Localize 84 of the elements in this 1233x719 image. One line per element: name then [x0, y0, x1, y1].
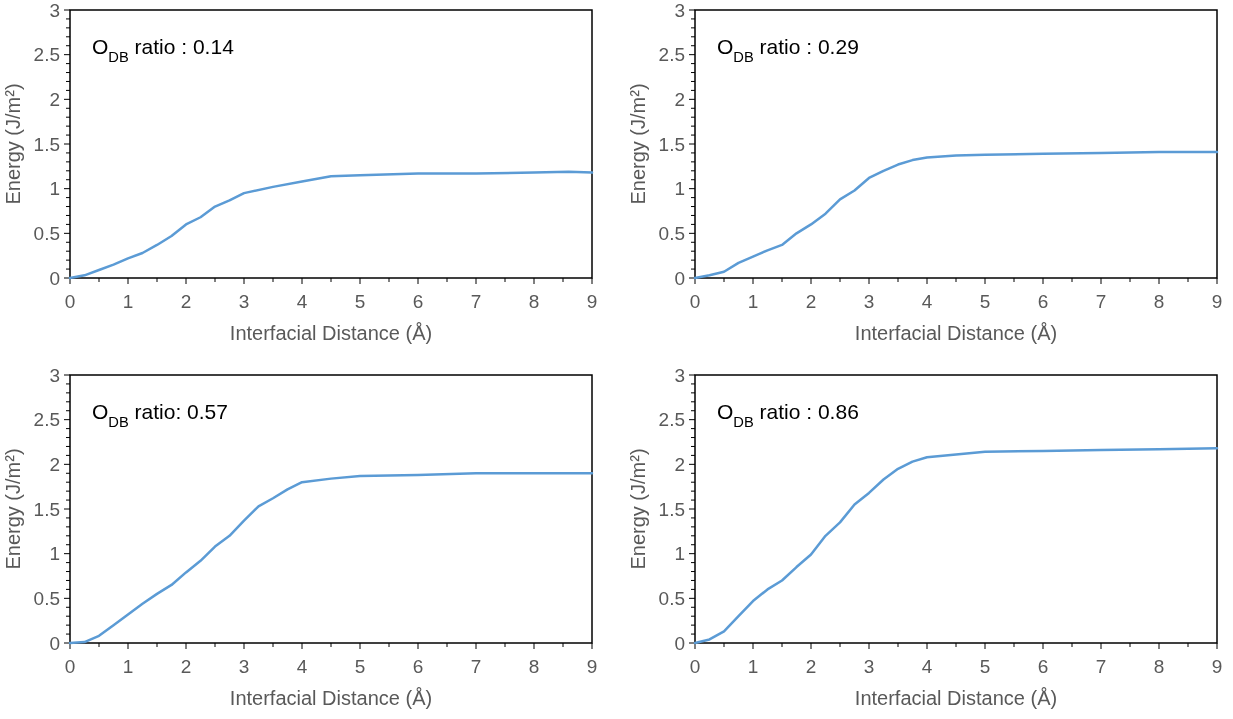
x-tick-label: 5: [979, 656, 991, 677]
x-tick-label: 8: [1153, 656, 1165, 677]
y-tick-label: 1.5: [33, 133, 60, 155]
x-tick-label: 2: [180, 656, 192, 677]
x-tick-label: 5: [354, 291, 366, 312]
y-tick-label: 0.5: [33, 587, 60, 609]
x-tick-label: 1: [122, 656, 134, 677]
y-tick-label: 1.5: [33, 498, 60, 520]
y-axis-title: Energy (J/m²): [2, 83, 24, 205]
x-tick-label: 3: [238, 656, 250, 677]
y-tick-label: 2.5: [658, 409, 685, 431]
y-tick-label: 2.5: [33, 409, 60, 431]
y-tick-label: 0.5: [33, 222, 60, 244]
x-tick-label: 6: [1037, 291, 1049, 312]
x-tick-label: 7: [1095, 656, 1107, 677]
annotation: O$_{DB}$ ratio : 0.86: [717, 400, 859, 430]
x-tick-label: 3: [238, 291, 250, 312]
line-series: [693, 447, 1219, 645]
y-tick-label: 1: [674, 543, 685, 565]
x-tick-label: 2: [180, 291, 192, 312]
x-axis-title: Interfacial Distance (Å): [229, 687, 433, 709]
x-tick-label: 0: [64, 291, 76, 312]
x-tick-label: 6: [1037, 656, 1049, 677]
x-tick-label: 8: [528, 656, 540, 677]
y-tick-label: 1: [674, 178, 685, 200]
y-tick-label: 3: [49, 0, 60, 21]
y-axis-title: Energy (J/m²): [2, 448, 24, 570]
y-tick-label: 0: [674, 632, 685, 654]
y-tick-label: 1.5: [658, 133, 685, 155]
x-axis-title: Interfacial Distance (Å): [854, 322, 1058, 344]
x-tick-label: 4: [921, 656, 933, 677]
y-tick-label: 0: [49, 267, 60, 289]
x-tick-label: 1: [747, 656, 759, 677]
y-axis-title: Energy (J/m²): [627, 448, 649, 570]
x-tick-label: 4: [296, 656, 308, 677]
annotation: O$_{DB}$ ratio : 0.29: [717, 35, 859, 65]
y-tick-label: 3: [674, 0, 685, 21]
x-tick-label: 1: [747, 291, 759, 312]
x-tick-label: 0: [689, 656, 701, 677]
x-tick-label: 0: [689, 291, 701, 312]
x-tick-label: 9: [1211, 291, 1223, 312]
x-tick-label: 0: [64, 656, 76, 677]
annotation: O$_{DB}$ ratio: 0.57: [92, 400, 228, 430]
x-tick-label: 3: [863, 656, 875, 677]
y-tick-label: 2: [674, 88, 685, 110]
y-tick-label: 2.5: [33, 44, 60, 66]
x-tick-label: 8: [528, 291, 540, 312]
line-series: [68, 170, 594, 280]
x-tick-label: 4: [921, 291, 933, 312]
x-tick-label: 9: [586, 291, 598, 312]
y-tick-label: 1: [49, 178, 60, 200]
x-axis-title: Interfacial Distance (Å): [854, 687, 1058, 709]
x-tick-label: 7: [470, 291, 482, 312]
y-tick-label: 3: [674, 364, 685, 386]
x-tick-label: 5: [354, 656, 366, 677]
x-tick-label: 5: [979, 291, 991, 312]
x-tick-label: 6: [412, 291, 424, 312]
x-tick-label: 7: [1095, 291, 1107, 312]
x-tick-label: 7: [470, 656, 482, 677]
y-tick-label: 1.5: [658, 498, 685, 520]
y-tick-label: 0.5: [658, 587, 685, 609]
y-tick-label: 2: [49, 88, 60, 110]
x-axis-title: Interfacial Distance (Å): [229, 322, 433, 344]
y-tick-label: 0.5: [658, 222, 685, 244]
y-tick-label: 3: [49, 364, 60, 386]
x-tick-label: 3: [863, 291, 875, 312]
x-tick-label: 9: [1211, 656, 1223, 677]
line-series: [68, 472, 594, 645]
y-tick-label: 0: [674, 267, 685, 289]
x-tick-label: 2: [805, 656, 817, 677]
y-tick-label: 1: [49, 543, 60, 565]
x-tick-label: 8: [1153, 291, 1165, 312]
annotation: O$_{DB}$ ratio : 0.14: [92, 35, 235, 65]
y-tick-label: 0: [49, 632, 60, 654]
x-tick-label: 9: [586, 656, 598, 677]
line-series: [693, 150, 1219, 280]
x-tick-label: 6: [412, 656, 424, 677]
x-tick-label: 2: [805, 291, 817, 312]
x-tick-label: 1: [122, 291, 134, 312]
y-tick-label: 2: [49, 453, 60, 475]
y-tick-label: 2.5: [658, 44, 685, 66]
x-tick-label: 4: [296, 291, 308, 312]
y-axis-title: Energy (J/m²): [627, 83, 649, 205]
y-tick-label: 2: [674, 453, 685, 475]
